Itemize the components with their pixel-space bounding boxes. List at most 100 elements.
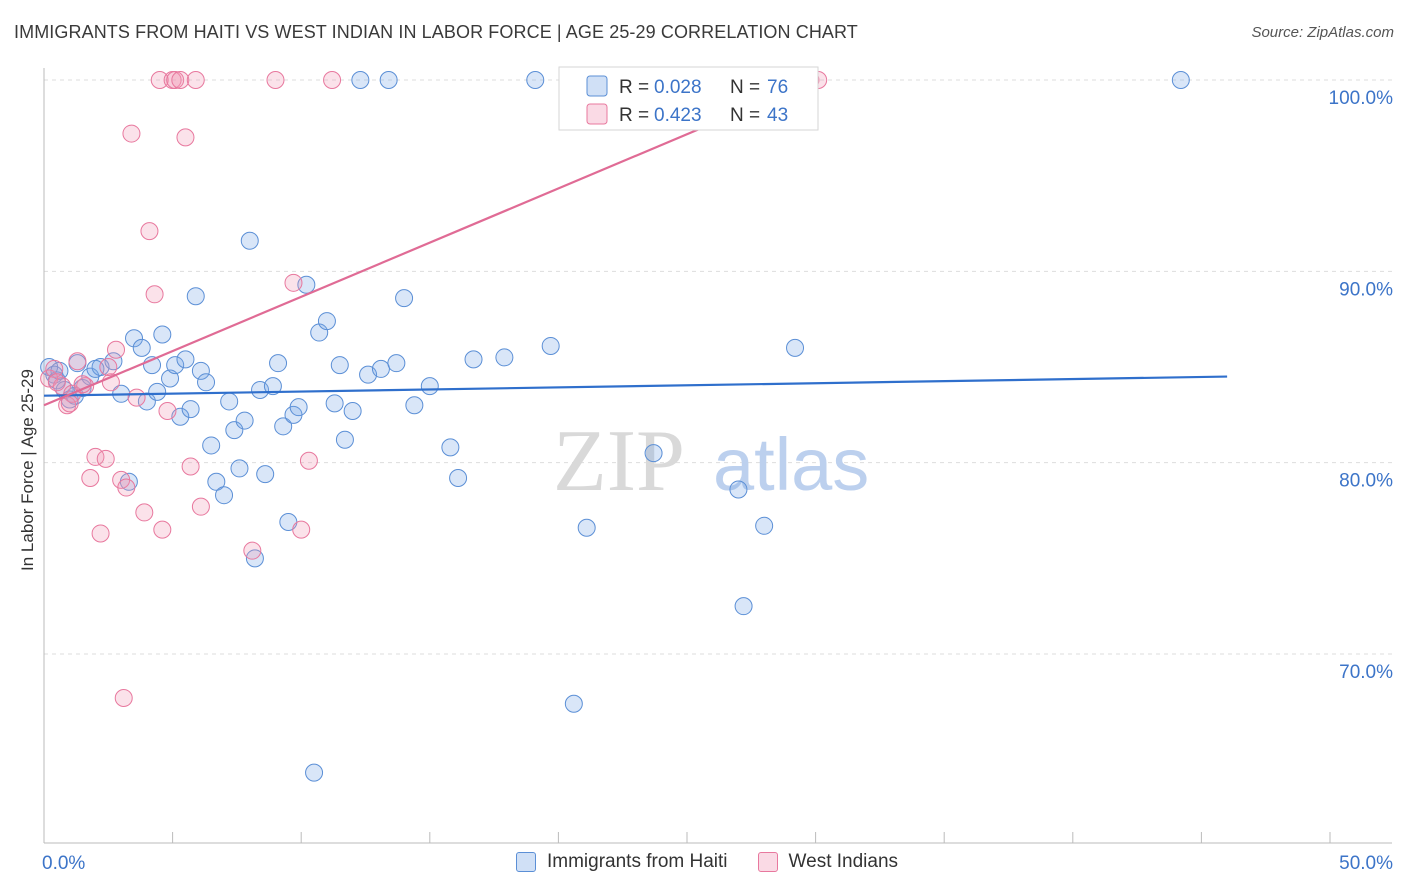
haiti-point: [256, 465, 275, 484]
haiti-point: [755, 516, 774, 535]
west-indians-point: [166, 71, 185, 89]
haiti-point: [176, 350, 195, 369]
west-indians-point: [171, 71, 190, 89]
haiti-point: [191, 361, 210, 380]
haiti-point: [197, 373, 216, 392]
haiti-point: [441, 438, 460, 457]
y-tick-label: 80.0%: [1339, 471, 1393, 492]
haiti-point: [351, 71, 370, 89]
haiti-point: [464, 350, 483, 369]
haiti-point: [125, 329, 144, 348]
west-indians-point: [243, 541, 262, 560]
n-value: 76: [767, 77, 788, 98]
west-indians-point: [191, 497, 210, 516]
west-indians-point: [127, 388, 146, 407]
haiti-point: [202, 436, 221, 455]
west-indians-point: [150, 71, 169, 89]
haiti-point: [343, 402, 362, 421]
haiti-point: [420, 377, 439, 396]
tick-labels: 0.0% 50.0% 70.0% 80.0% 90.0% 100.0%: [42, 88, 1393, 874]
legend-label-haiti: Immigrants from Haiti: [547, 851, 728, 872]
haiti-point: [166, 356, 185, 375]
stats-swatch: [586, 103, 608, 125]
watermark-atlas: atlas: [713, 423, 869, 506]
haiti-point: [186, 287, 205, 306]
series-haiti-points: [40, 71, 1190, 782]
west-indians-point: [186, 71, 205, 89]
west-indians-point: [73, 375, 92, 394]
watermark: ZIP atlas: [553, 413, 869, 510]
west-indians-point: [47, 373, 66, 392]
haiti-point: [153, 325, 172, 344]
west-indians-point: [58, 396, 77, 415]
haiti-point: [230, 459, 249, 478]
west-indians-point: [122, 124, 141, 143]
haiti-point: [181, 400, 200, 419]
west-indians-point: [96, 449, 115, 468]
r-label: R =: [619, 105, 649, 126]
haiti-point: [132, 338, 151, 357]
west-indians-point: [91, 524, 110, 543]
haiti-point: [269, 354, 288, 373]
haiti-point: [325, 394, 344, 413]
west-indians-point: [266, 71, 285, 89]
r-value: 0.028: [654, 77, 702, 98]
series-legend: Immigrants from Haiti West Indians: [516, 851, 928, 873]
haiti-point: [148, 382, 167, 401]
west-indians-point: [140, 222, 159, 241]
west-indians-point: [107, 340, 126, 359]
west-indians-point: [145, 285, 164, 304]
x-tick-label: 50.0%: [1339, 853, 1393, 874]
west-indians-trend-line: [43, 78, 817, 407]
west-indians-point: [114, 689, 133, 708]
haiti-point: [330, 356, 349, 375]
legend-swatch-haiti: [516, 852, 536, 872]
west-indians-point: [99, 358, 118, 376]
west-indians-point: [81, 468, 100, 487]
haiti-point: [207, 472, 226, 491]
n-value: 43: [767, 105, 788, 126]
haiti-point: [564, 694, 583, 713]
west-indians-point: [158, 402, 177, 421]
west-indians-point: [176, 128, 195, 147]
haiti-point: [449, 468, 468, 487]
haiti-point: [541, 336, 560, 355]
west-indians-point: [292, 520, 311, 539]
grid-lines: [44, 79, 1392, 655]
haiti-point: [263, 377, 282, 396]
haiti-point: [644, 444, 663, 463]
haiti-point: [274, 417, 293, 436]
west-indians-point: [135, 503, 154, 522]
west-indians-point: [117, 478, 136, 497]
haiti-point: [729, 480, 748, 499]
legend-item-west-indians[interactable]: West Indians: [757, 851, 898, 873]
west-indians-point: [153, 520, 172, 539]
r-label: R =: [619, 77, 649, 98]
haiti-point: [104, 352, 123, 371]
haiti-point: [1171, 71, 1190, 89]
haiti-point: [235, 411, 254, 430]
haiti-point: [405, 396, 424, 415]
trend-lines: [43, 78, 1228, 407]
haiti-point: [371, 359, 390, 378]
haiti-point: [305, 763, 324, 782]
west-indians-point: [45, 359, 64, 378]
legend-item-haiti[interactable]: Immigrants from Haiti: [516, 851, 728, 873]
source-label: Source: ZipAtlas.com: [1251, 24, 1394, 41]
haiti-trend-line: [43, 375, 1228, 397]
haiti-point: [526, 71, 545, 89]
haiti-point: [289, 398, 308, 417]
haiti-point: [161, 369, 180, 388]
west-indians-point: [323, 71, 342, 89]
west-indians-point: [68, 352, 87, 371]
stats-legend: R = 0.028 N = 76 R = 0.423 N = 43: [558, 66, 819, 131]
x-tick-label: 0.0%: [42, 853, 85, 874]
haiti-point: [215, 486, 234, 505]
west-indians-point: [181, 457, 200, 476]
n-label: N =: [730, 77, 760, 98]
stats-legend-box: [558, 66, 819, 131]
stats-swatch: [586, 75, 608, 97]
y-tick-label: 70.0%: [1339, 662, 1393, 683]
west-indians-point: [299, 451, 318, 470]
